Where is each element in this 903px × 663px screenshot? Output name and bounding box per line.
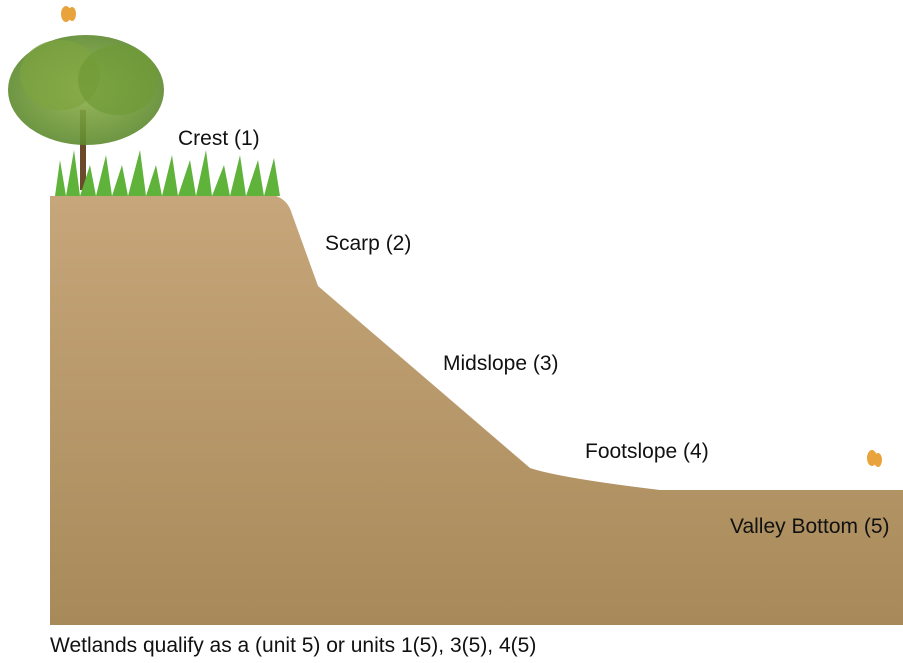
landform <box>50 196 903 625</box>
unit-label: Scarp (2) <box>325 232 411 255</box>
unit-label: Crest (1) <box>178 127 260 150</box>
diagram: Crest (1) Scarp (2) Midslope (3) Footslo… <box>0 0 903 663</box>
unit-label: Midslope (3) <box>443 352 559 375</box>
grass <box>55 150 280 196</box>
unit-label: Footslope (4) <box>585 440 709 463</box>
unit-label: Valley Bottom (5) <box>730 515 890 538</box>
caption: Wetlands qualify as a (unit 5) or units … <box>50 634 536 657</box>
